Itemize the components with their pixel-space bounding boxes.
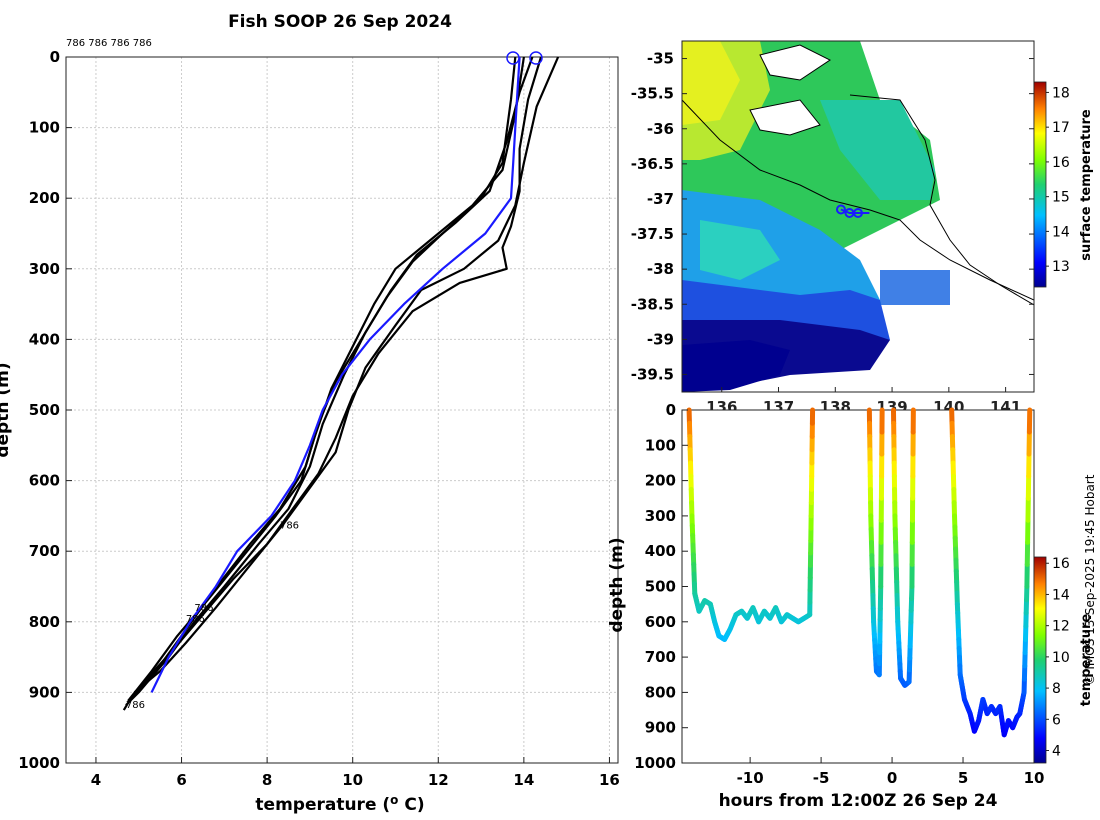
- x-tick-label: 14: [513, 771, 534, 789]
- colorbar-tick-label: 15: [1052, 190, 1070, 206]
- section-y-ticks: 0 100 200 300 400 500 600 700 800 900 1000: [634, 401, 688, 772]
- colorbar-tick-label: 16: [1052, 155, 1070, 171]
- series-line-climatology: [150, 56, 521, 693]
- map-colorbar: [1033, 81, 1047, 288]
- map-y-tick-label: -39: [647, 330, 674, 348]
- profile-label: 786: [126, 700, 145, 711]
- y-tick-label: 800: [29, 613, 60, 631]
- x-tick-label: 8: [262, 771, 272, 789]
- surface-marker-2: [529, 51, 543, 65]
- section-y-tick-label: 800: [645, 683, 676, 701]
- map-colorbar-label: surface temperature: [1079, 109, 1094, 261]
- surface-marker-1: [506, 51, 520, 65]
- series-line-profile-3: [133, 56, 543, 697]
- top-profile-labels: 786 786 786 786: [66, 38, 152, 49]
- series-line-profile-2: [125, 56, 534, 706]
- section-y-tick-label: 100: [645, 436, 676, 454]
- colorbar-tick-label: 17: [1052, 120, 1070, 136]
- colorbar-tick-label: 13: [1052, 259, 1070, 275]
- profile-label: 786: [186, 614, 205, 625]
- profile-y-ticks: 0 100 200 300 400 500 600 700 800 900 1000: [18, 48, 72, 772]
- series-line-profile-4: [133, 56, 560, 694]
- section-y-tick-label: 600: [645, 613, 676, 631]
- map-y-tick-label: -35: [647, 50, 674, 68]
- section-y-tick-label: 0: [666, 401, 676, 419]
- profile-series: [122, 56, 560, 711]
- profile-label: 786: [280, 521, 299, 532]
- map-y-tick-label: -36.5: [631, 155, 674, 173]
- section-x-tick-label: 0: [887, 769, 897, 787]
- map-y-tick-label: -38.5: [631, 295, 674, 313]
- section-casts: [686, 407, 1033, 738]
- series-line-profile-1: [122, 56, 517, 711]
- surface-markers: [506, 51, 543, 65]
- y-tick-label: 1000: [18, 754, 60, 772]
- sst-map: [682, 41, 1034, 392]
- profile-y-axis-label: depth (m): [0, 362, 13, 457]
- track-marker-1: [835, 204, 846, 215]
- section-colorbar-tick-label: 6: [1052, 712, 1061, 728]
- section-y-tick-label: 500: [645, 578, 676, 596]
- map-colorbar-ticks: 13 14 15 16 17 18: [1046, 85, 1070, 275]
- profile-x-ticks: 4 6 8 10 12 14 16: [91, 757, 620, 789]
- section-plot-frame: [681, 409, 1035, 764]
- section-y-tick-label: 200: [645, 472, 676, 490]
- section-colorbar-tick-label: 4: [1052, 744, 1061, 760]
- section-y-tick-label: 1000: [634, 754, 676, 772]
- map-y-tick-label: -37: [647, 190, 674, 208]
- colorbar-tick-label: 18: [1052, 85, 1070, 101]
- profile-grid: [66, 56, 618, 764]
- y-tick-label: 100: [29, 119, 60, 137]
- credit-text: © IMOS 13-Sep-2025 19:45 Hobart: [1083, 474, 1097, 685]
- y-tick-label: 0: [50, 48, 60, 66]
- map-y-ticks: -35 -35.5 -36 -36.5 -37 -37.5 -38 -38.5 -39 -39.5: [631, 50, 1034, 383]
- y-tick-label: 900: [29, 683, 60, 701]
- y-tick-label: 500: [29, 401, 60, 419]
- colorbar-tick-label: 14: [1052, 224, 1070, 240]
- section-x-tick-label: 10: [1024, 769, 1045, 787]
- map-y-tick-label: -38: [647, 260, 674, 278]
- y-tick-label: 700: [29, 542, 60, 560]
- series-line-profile-5: [127, 56, 525, 702]
- y-tick-label: 200: [29, 189, 60, 207]
- section-colorbar-tick-label: 16: [1052, 556, 1070, 572]
- x-tick-label: 16: [599, 771, 620, 789]
- section-colorbar-ticks: 4 6 8 10 12 14 16: [1046, 556, 1070, 760]
- section-x-tick-label: -5: [813, 769, 830, 787]
- section-x-axis-label: hours from 12:00Z 26 Sep 24: [719, 791, 998, 811]
- map-y-tick-label: -39.5: [631, 365, 674, 383]
- y-tick-label: 400: [29, 330, 60, 348]
- section-colorbar-tick-label: 10: [1052, 650, 1070, 666]
- x-tick-label: 10: [342, 771, 363, 789]
- x-tick-label: 12: [428, 771, 449, 789]
- section-y-tick-label: 300: [645, 507, 676, 525]
- x-tick-label: 6: [176, 771, 186, 789]
- section-y-tick-label: 700: [645, 648, 676, 666]
- profile-x-axis-label: temperature (o C): [255, 793, 424, 815]
- profile-label: 786: [194, 603, 213, 614]
- map-y-tick-label: -35.5: [631, 85, 674, 103]
- map-y-tick-label: -37.5: [631, 225, 674, 243]
- section-y-axis-label: depth (m): [607, 537, 627, 632]
- x-tick-label: 4: [91, 771, 101, 789]
- map-y-tick-label: -36: [647, 120, 674, 138]
- section-colorbar-tick-label: 8: [1052, 681, 1061, 697]
- chart-title: Fish SOOP 26 Sep 2024: [228, 12, 452, 32]
- section-colorbar-tick-label: 12: [1052, 619, 1070, 635]
- section-y-tick-label: 900: [645, 719, 676, 737]
- section-colorbar-tick-label: 14: [1052, 587, 1070, 603]
- y-tick-label: 600: [29, 472, 60, 490]
- track-marker-3: [853, 207, 863, 218]
- section-colorbar-label: temperature: [1079, 614, 1094, 707]
- section-x-tick-label: -10: [737, 769, 764, 787]
- section-y-tick-label: 400: [645, 542, 676, 560]
- section-x-ticks: -10 -5 0 5 10: [737, 757, 1045, 787]
- section-x-tick-label: 5: [958, 769, 968, 787]
- y-tick-label: 300: [29, 260, 60, 278]
- section-colorbar: [1033, 556, 1047, 764]
